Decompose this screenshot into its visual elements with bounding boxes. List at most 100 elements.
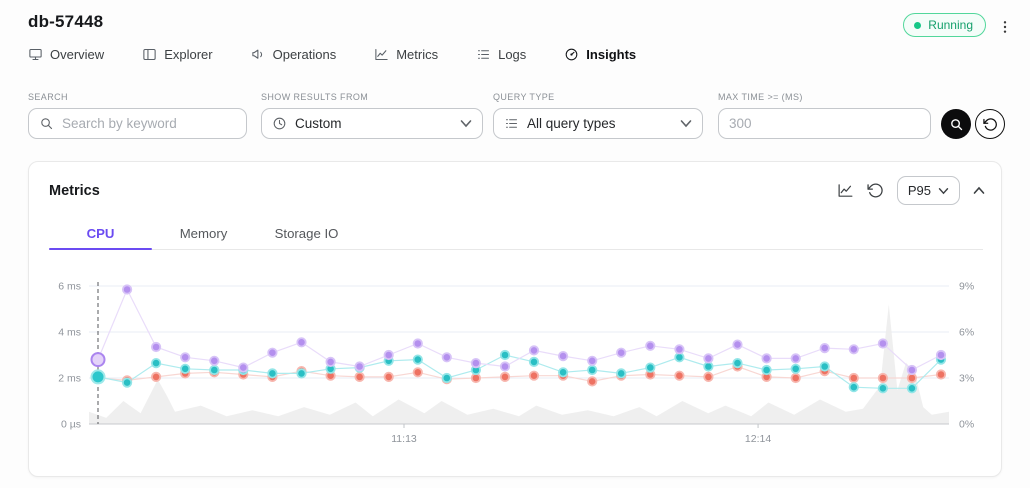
tab-overview[interactable]: Overview — [28, 47, 104, 62]
purple-series-point — [675, 345, 683, 353]
purple-series-point — [326, 358, 334, 366]
cpu-chart[interactable]: 11:1312:140 µs2 ms4 ms6 ms0%3%6%9% — [49, 258, 983, 458]
tab-explorer[interactable]: Explorer — [142, 47, 212, 62]
reset-icon — [983, 117, 998, 132]
purple-series-point — [152, 343, 160, 351]
tab-logs[interactable]: Logs — [476, 47, 526, 62]
red-series-point — [355, 373, 363, 381]
teal-series-point — [646, 363, 654, 371]
tab-memory[interactable]: Memory — [152, 218, 255, 249]
purple-series-point — [92, 353, 105, 366]
megaphone-icon — [251, 47, 266, 62]
chart-style-button[interactable] — [837, 182, 854, 199]
show-results-from-label: SHOW RESULTS FROM — [261, 92, 368, 102]
purple-series-point — [588, 357, 596, 365]
tab-operations[interactable]: Operations — [251, 47, 337, 62]
page-title: db-57448 — [28, 12, 103, 32]
red-series-point — [530, 372, 538, 380]
svg-text:9%: 9% — [959, 281, 974, 293]
teal-series-point — [821, 362, 829, 370]
tab-cpu[interactable]: CPU — [49, 218, 152, 249]
max-time-field[interactable] — [718, 108, 931, 139]
table-icon — [142, 47, 157, 62]
purple-series-point — [704, 354, 712, 362]
query-type-select[interactable]: All query types — [493, 108, 703, 139]
teal-series-point — [850, 383, 858, 391]
purple-series-point — [850, 345, 858, 353]
teal-series-point — [92, 370, 105, 383]
query-type-value: All query types — [527, 116, 616, 131]
svg-text:6 ms: 6 ms — [58, 281, 81, 293]
teal-series-point — [617, 369, 625, 377]
line-chart-icon — [374, 47, 389, 62]
percentile-dropdown[interactable]: P95 — [897, 176, 960, 205]
red-series-point — [501, 373, 509, 381]
metrics-card-controls: P95 — [837, 176, 985, 205]
teal-series-point — [297, 369, 305, 377]
svg-text:6%: 6% — [959, 327, 974, 339]
teal-series-point — [210, 366, 218, 374]
red-series-point — [937, 370, 945, 378]
teal-series-point — [704, 362, 712, 370]
collapse-card-button[interactable] — [973, 186, 985, 195]
refresh-chart-button[interactable] — [867, 182, 884, 199]
status-dot-icon — [914, 22, 921, 29]
list-icon — [476, 47, 491, 62]
red-series-point — [792, 374, 800, 382]
red-series-point — [850, 374, 858, 382]
purple-series-point — [414, 339, 422, 347]
max-time-input[interactable] — [729, 116, 920, 131]
tab-storage-io[interactable]: Storage IO — [255, 218, 358, 249]
red-series-point — [675, 372, 683, 380]
list-filter-icon — [504, 116, 519, 131]
purple-series-point — [443, 353, 451, 361]
status-badge: Running — [903, 13, 986, 37]
purple-series-point — [792, 354, 800, 362]
monitor-icon — [28, 47, 43, 62]
tab-label: Metrics — [396, 47, 438, 62]
red-series-point — [152, 373, 160, 381]
tab-label: Insights — [586, 47, 636, 62]
chevron-down-icon — [460, 119, 472, 128]
tab-insights[interactable]: Insights — [564, 47, 636, 62]
purple-series-point — [937, 351, 945, 359]
purple-series-point — [762, 354, 770, 362]
purple-series-point — [530, 346, 538, 354]
purple-series-point — [908, 366, 916, 374]
teal-series-point — [588, 366, 596, 374]
teal-series-point — [443, 374, 451, 382]
cpu-chart-svg[interactable]: 11:1312:140 µs2 ms4 ms6 ms0%3%6%9% — [49, 258, 983, 458]
red-series-line — [98, 367, 941, 382]
line-chart-icon — [837, 182, 854, 199]
teal-series-point — [559, 368, 567, 376]
chevron-down-icon — [938, 187, 949, 195]
purple-series-point — [355, 362, 363, 370]
teal-series-point — [792, 365, 800, 373]
apply-search-button[interactable] — [941, 109, 971, 139]
svg-text:3%: 3% — [959, 373, 974, 385]
teal-series-point — [733, 359, 741, 367]
metrics-card-title: Metrics — [49, 183, 100, 199]
purple-series-point — [617, 349, 625, 357]
reset-filters-button[interactable] — [975, 109, 1005, 139]
purple-series-point — [385, 351, 393, 359]
insights-page: db-57448 Running Overview Explorer Opera… — [0, 0, 1030, 488]
show-results-from-select[interactable]: Custom — [261, 108, 483, 139]
teal-series-point — [414, 355, 422, 363]
percentile-value: P95 — [908, 183, 931, 198]
svg-text:4 ms: 4 ms — [58, 327, 81, 339]
kebab-menu-button[interactable] — [996, 14, 1014, 40]
tab-metrics[interactable]: Metrics — [374, 47, 438, 62]
svg-text:0%: 0% — [959, 419, 974, 431]
search-field[interactable] — [28, 108, 247, 139]
purple-series-point — [239, 363, 247, 371]
purple-series-point — [733, 340, 741, 348]
teal-series-point — [879, 384, 887, 392]
tab-label: Operations — [273, 47, 337, 62]
status-label: Running — [928, 18, 973, 32]
purple-series-line — [98, 290, 941, 371]
show-results-from-value: Custom — [295, 116, 342, 131]
search-icon — [949, 117, 964, 132]
search-input[interactable] — [62, 116, 239, 131]
gauge-icon — [564, 47, 579, 62]
